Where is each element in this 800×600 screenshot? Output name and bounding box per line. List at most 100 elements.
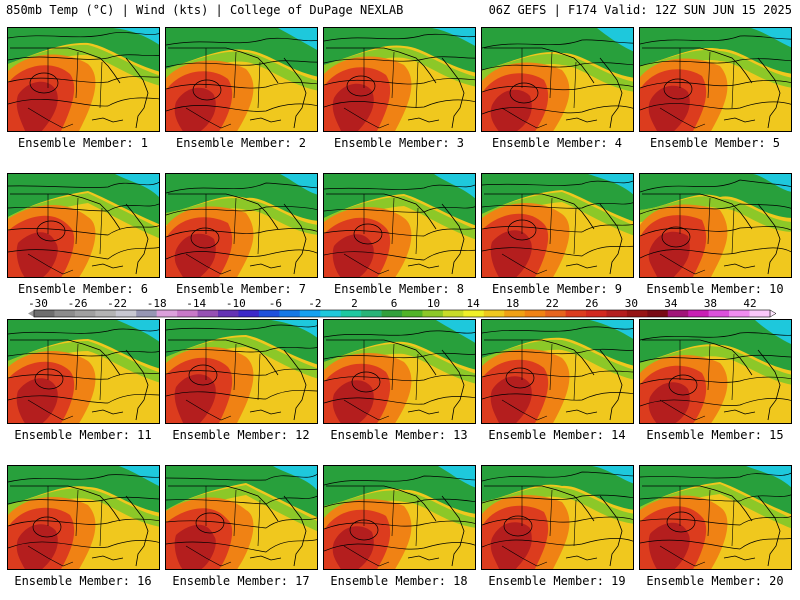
- ensemble-map-20: [639, 465, 792, 570]
- ensemble-member-label: Ensemble Member: 16: [14, 574, 152, 588]
- temperature-map: [482, 28, 633, 131]
- colorbar-swatch: [258, 310, 280, 317]
- temperature-map: [640, 174, 791, 277]
- temperature-map: [640, 466, 791, 569]
- temperature-map: [8, 320, 159, 423]
- temperature-map: [166, 174, 317, 277]
- temperature-map: [482, 466, 633, 569]
- header-valid-time: 06Z GEFS | F174 Valid: 12Z SUN JUN 15 20…: [488, 3, 792, 17]
- colorbar-swatch: [442, 310, 464, 317]
- colorbar-swatch: [729, 310, 750, 317]
- ensemble-map-19: [481, 465, 634, 570]
- colorbar-tick-label: -26: [68, 297, 88, 310]
- colorbar-swatch: [749, 310, 771, 317]
- colorbar-swatch: [402, 310, 423, 317]
- temperature-map: [166, 28, 317, 131]
- ensemble-member-label: Ensemble Member: 10: [646, 282, 784, 296]
- colorbar-swatch: [565, 310, 587, 317]
- colorbar-tick-label: 2: [351, 297, 358, 310]
- colorbar-tick-label: 26: [585, 297, 598, 310]
- temperature-map: [640, 320, 791, 423]
- ensemble-member-label: Ensemble Member: 9: [491, 282, 623, 296]
- colorbar-swatch: [320, 310, 341, 317]
- colorbar-tick-label: -22: [107, 297, 127, 310]
- ensemble-map-16: [7, 465, 160, 570]
- temperature-map: [324, 174, 475, 277]
- ensemble-map-2: [165, 27, 318, 132]
- ensemble-map-18: [323, 465, 476, 570]
- colorbar-swatch: [238, 310, 260, 317]
- colorbar-swatch: [115, 310, 137, 317]
- colorbar-swatch: [626, 310, 648, 317]
- colorbar-swatch: [545, 310, 566, 317]
- colorbar-swatch: [299, 310, 321, 317]
- ensemble-map-7: [165, 173, 318, 278]
- temperature-map: [640, 28, 791, 131]
- colorbar-swatch: [647, 310, 669, 317]
- temperature-colorbar: -30 -26 -22 -18 -14 -10 -6 -2 2 6 10 14 18 22 26 30 34 38…: [0, 296, 800, 320]
- colorbar-swatch: [606, 310, 628, 317]
- ensemble-member-label: Ensemble Member: 4: [491, 136, 623, 150]
- colorbar-tick-label: -18: [147, 297, 167, 310]
- colorbar-tick-label: -10: [226, 297, 246, 310]
- colorbar-tick-label: 34: [664, 297, 678, 310]
- colorbar-swatch: [279, 310, 301, 317]
- ensemble-member-label: Ensemble Member: 11: [14, 428, 152, 442]
- colorbar-swatch: [361, 310, 382, 317]
- colorbar-tick-label: -30: [28, 297, 48, 310]
- ensemble-map-12: [165, 319, 318, 424]
- ensemble-member-label: Ensemble Member: 3: [333, 136, 465, 150]
- ensemble-map-14: [481, 319, 634, 424]
- colorbar-tick-label: 22: [546, 297, 559, 310]
- colorbar-svg: -30 -26 -22 -18 -14 -10 -6 -2 2 6 10 14 18 22 26 30 34 38…: [28, 297, 777, 318]
- colorbar-tick-label: -14: [186, 297, 206, 310]
- temperature-map: [8, 28, 159, 131]
- ensemble-member-label: Ensemble Member: 5: [649, 136, 781, 150]
- ensemble-member-label: Ensemble Member: 19: [488, 574, 626, 588]
- temperature-map: [482, 320, 633, 423]
- colorbar-swatch: [54, 310, 76, 317]
- ensemble-map-9: [481, 173, 634, 278]
- colorbar-swatch: [524, 310, 546, 317]
- colorbar-swatch: [74, 310, 96, 317]
- ensemble-member-label: Ensemble Member: 14: [488, 428, 626, 442]
- temperature-map: [324, 320, 475, 423]
- colorbar-swatch: [95, 310, 117, 317]
- ensemble-map-4: [481, 27, 634, 132]
- colorbar-swatch: [504, 310, 525, 317]
- ensemble-member-label: Ensemble Member: 1: [17, 136, 149, 150]
- temperature-map: [166, 466, 317, 569]
- ensemble-map-8: [323, 173, 476, 278]
- temperature-map: [324, 28, 475, 131]
- colorbar-swatch: [218, 310, 239, 317]
- ensemble-map-3: [323, 27, 476, 132]
- ensemble-map-5: [639, 27, 792, 132]
- header-title: 850mb Temp (°C) | Wind (kts) | College o…: [6, 3, 404, 17]
- colorbar-tick-label: 14: [466, 297, 480, 310]
- colorbar-tick-label: 18: [506, 297, 519, 310]
- temperature-map: [166, 320, 317, 423]
- ensemble-member-label: Ensemble Member: 6: [17, 282, 149, 296]
- colorbar-tick-label: 42: [743, 297, 756, 310]
- colorbar-tick-label: 38: [704, 297, 717, 310]
- colorbar-swatch: [381, 310, 403, 317]
- temperature-map: [324, 466, 475, 569]
- colorbar-tick-label: -2: [308, 297, 321, 310]
- colorbar-swatch: [708, 310, 730, 317]
- ensemble-map-10: [639, 173, 792, 278]
- temperature-map: [8, 174, 159, 277]
- ensemble-member-label: Ensemble Member: 17: [172, 574, 310, 588]
- ensemble-map-13: [323, 319, 476, 424]
- colorbar-swatch: [586, 310, 607, 317]
- colorbar-tick-label: -6: [269, 297, 282, 310]
- colorbar-tick-label: 6: [391, 297, 398, 310]
- colorbar-swatch: [667, 310, 689, 317]
- ensemble-member-label: Ensemble Member: 13: [330, 428, 468, 442]
- ensemble-map-17: [165, 465, 318, 570]
- ensemble-map-1: [7, 27, 160, 132]
- colorbar-swatch: [463, 310, 485, 317]
- colorbar-swatch: [177, 310, 198, 317]
- colorbar-swatch: [156, 310, 178, 317]
- ensemble-map-6: [7, 173, 160, 278]
- ensemble-member-label: Ensemble Member: 15: [646, 428, 784, 442]
